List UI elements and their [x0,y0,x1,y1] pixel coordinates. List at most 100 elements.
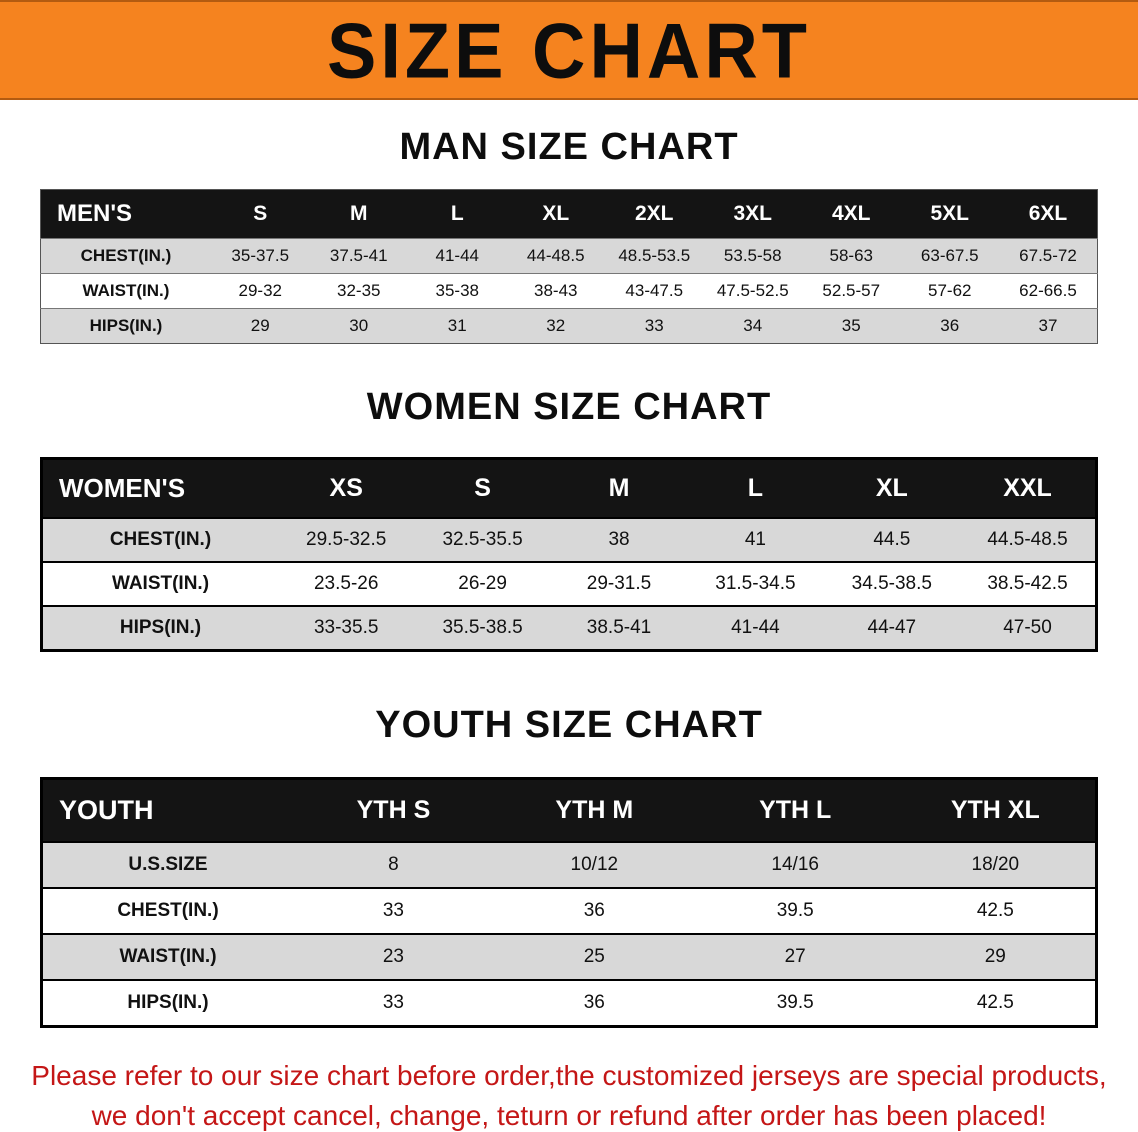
size-value-cell: 32-35 [309,273,408,309]
size-value-cell: 62-66.5 [999,273,1098,309]
size-value-cell: 44-48.5 [506,238,605,274]
table-header-row: MEN'S S M L XL 2XL 3XL 4XL 5XL 6XL [40,189,1098,239]
size-value-cell: 36 [493,887,695,934]
size-value-cell: 33 [293,979,494,1027]
size-value-cell: 35-37.5 [211,238,310,274]
page-title: SIZE CHART [327,6,811,94]
disclaimer-note: Please refer to our size chart before or… [0,1056,1138,1132]
size-value-cell: 38.5-42.5 [960,561,1097,606]
size-value-cell: 35 [802,308,901,344]
size-column-header: 4XL [802,189,901,239]
size-column-header: YTH S [293,778,494,842]
size-value-cell: 14/16 [694,841,896,888]
size-value-cell: 44.5 [823,517,961,562]
size-column-header: L [408,189,507,239]
size-column-header: L [687,458,824,518]
row-label: HIPS(IN.) [40,308,211,344]
size-value-cell: 48.5-53.5 [605,238,704,274]
men-size-table: MEN'S S M L XL 2XL 3XL 4XL 5XL 6XL CHEST(IN.) 35-37… [40,189,1098,344]
size-value-cell: 38-43 [506,273,605,309]
table-corner-header: MEN'S [40,189,211,239]
size-value-cell: 42.5 [895,887,1097,934]
size-value-cell: 39.5 [694,979,896,1027]
men-section-heading: MAN SIZE CHART [399,126,739,168]
table-header-row: YOUTH YTH S YTH M YTH L YTH XL [41,778,1097,842]
size-value-cell: 35.5-38.5 [414,605,551,651]
size-value-cell: 25 [493,933,695,980]
size-column-header: XL [823,458,961,518]
size-value-cell: 23 [293,933,494,980]
row-label: WAIST(IN.) [41,561,278,606]
size-column-header: 6XL [999,189,1098,239]
row-label: CHEST(IN.) [40,238,211,274]
size-value-cell: 57-62 [900,273,999,309]
size-value-cell: 33-35.5 [278,605,415,651]
women-size-table: WOMEN'S XS S M L XL XXL CHEST(IN.) 29.5-32.5 32.5… [40,457,1098,652]
size-value-cell: 10/12 [493,841,695,888]
size-value-cell: 8 [293,841,494,888]
size-value-cell: 31.5-34.5 [687,561,824,606]
size-value-cell: 29 [211,308,310,344]
table-corner-header: YOUTH [41,778,293,842]
size-value-cell: 42.5 [895,979,1097,1027]
row-label: HIPS(IN.) [41,979,293,1027]
size-value-cell: 53.5-58 [703,238,802,274]
size-value-cell: 32 [506,308,605,344]
size-value-cell: 67.5-72 [999,238,1098,274]
size-value-cell: 58-63 [802,238,901,274]
size-column-header: M [550,458,688,518]
size-value-cell: 31 [408,308,507,344]
size-value-cell: 36 [900,308,999,344]
table-row: HIPS(IN.) 29 30 31 32 33 34 35 36 37 [40,308,1098,344]
size-value-cell: 33 [605,308,704,344]
table-row: HIPS(IN.) 33-35.5 35.5-38.5 38.5-41 41-44 44-… [41,605,1097,651]
disclaimer-line-2: we don't accept cancel, change, teturn o… [91,1100,1047,1131]
size-value-cell: 27 [694,933,896,980]
row-label: WAIST(IN.) [40,273,211,309]
row-label: CHEST(IN.) [41,887,293,934]
size-value-cell: 33 [293,887,494,934]
size-column-header: M [309,189,408,239]
table-row: WAIST(IN.) 23.5-26 26-29 29-31.5 31.5-34.5 34… [41,561,1097,606]
size-value-cell: 43-47.5 [605,273,704,309]
size-value-cell: 34 [703,308,802,344]
table-row: WAIST(IN.) 23 25 27 29 [41,933,1097,980]
size-value-cell: 44.5-48.5 [960,517,1097,562]
size-column-header: YTH M [493,778,695,842]
size-value-cell: 18/20 [895,841,1097,888]
size-value-cell: 26-29 [414,561,551,606]
size-value-cell: 44-47 [823,605,961,651]
row-label: U.S.SIZE [41,841,293,888]
size-column-header: S [211,189,310,239]
disclaimer-line-1: Please refer to our size chart before or… [31,1060,1107,1091]
table-row: WAIST(IN.) 29-32 32-35 35-38 38-43 43-47.5 47.… [40,273,1098,309]
size-value-cell: 29-31.5 [550,561,688,606]
table-row: U.S.SIZE 8 10/12 14/16 18/20 [41,841,1097,888]
women-section-heading: WOMEN SIZE CHART [366,386,772,428]
size-column-header: XL [506,189,605,239]
size-value-cell: 41-44 [408,238,507,274]
row-label: CHEST(IN.) [41,517,278,562]
size-column-header: YTH XL [895,778,1097,842]
size-column-header: 5XL [900,189,999,239]
size-chart-banner: SIZE CHART [0,0,1138,100]
size-value-cell: 29-32 [211,273,310,309]
size-value-cell: 34.5-38.5 [823,561,961,606]
row-label: HIPS(IN.) [41,605,278,651]
size-value-cell: 63-67.5 [900,238,999,274]
youth-size-table: YOUTH YTH S YTH M YTH L YTH XL U.S.SIZE 8 10/12… [40,777,1098,1028]
size-value-cell: 30 [309,308,408,344]
size-column-header: 2XL [605,189,704,239]
size-value-cell: 38.5-41 [550,605,688,651]
size-value-cell: 29.5-32.5 [278,517,415,562]
table-row: CHEST(IN.) 29.5-32.5 32.5-35.5 38 41 44.5 44.5… [41,517,1097,562]
table-row: HIPS(IN.) 33 36 39.5 42.5 [41,979,1097,1027]
size-value-cell: 37 [999,308,1098,344]
size-value-cell: 52.5-57 [802,273,901,309]
size-column-header: YTH L [694,778,896,842]
youth-section-heading: YOUTH SIZE CHART [375,704,763,746]
size-column-header: 3XL [703,189,802,239]
size-value-cell: 29 [895,933,1097,980]
table-header-row: WOMEN'S XS S M L XL XXL [41,458,1097,518]
size-column-header: S [414,458,551,518]
